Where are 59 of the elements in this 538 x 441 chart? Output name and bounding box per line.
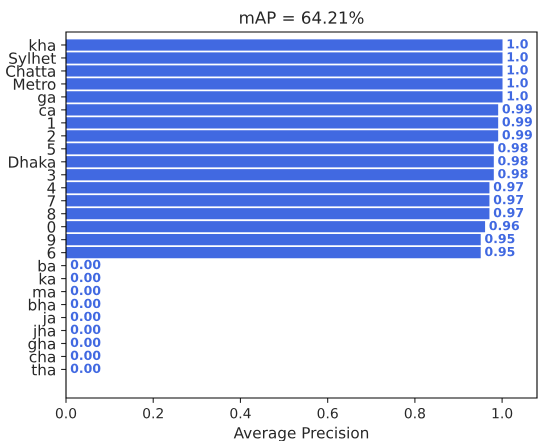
y-tick-label: cha: [30, 350, 55, 362]
data-label: 0.99: [502, 104, 532, 114]
data-label: 0.97: [494, 194, 524, 204]
data-label: 0.97: [494, 182, 524, 192]
chart-title: mAP = 64.21%: [240, 11, 364, 24]
x-tick-label: 0.8: [404, 408, 425, 418]
data-label: 0.00: [70, 312, 100, 322]
data-label: 0.98: [498, 142, 528, 152]
x-tick-label: 0.0: [56, 408, 76, 418]
y-tick-label: gha: [28, 338, 55, 352]
data-label: 1.0: [508, 52, 528, 62]
y-tick-label: 0: [48, 221, 56, 233]
data-label: 0.95: [485, 246, 514, 256]
y-tick-label: kha: [30, 39, 55, 51]
y-tick-label: 3: [48, 169, 56, 181]
y-tick-label: ca: [39, 107, 55, 116]
data-label: 1.0: [508, 39, 528, 49]
data-label: 0.00: [70, 260, 100, 270]
y-tick-label: Metro: [14, 78, 56, 90]
x-tick-label: 0.2: [143, 408, 163, 418]
y-tick-label: jha: [32, 324, 55, 340]
y-tick-label: tha: [32, 364, 55, 376]
data-label: 0.00: [70, 364, 100, 374]
y-tick-label: bha: [28, 298, 55, 311]
x-tick-label: 0.4: [230, 408, 251, 418]
y-tick-label: 6: [48, 247, 56, 259]
data-label: 0.97: [494, 208, 524, 218]
data-label: 0.96: [489, 220, 519, 230]
y-tick-label: Sylhet: [9, 52, 56, 67]
y-tick-label: 1: [48, 118, 55, 129]
y-tick-label: 9: [48, 234, 56, 246]
y-tick-label: Chatta: [6, 65, 55, 77]
y-tick-label: 5: [48, 143, 55, 155]
y-tick-label: ma: [33, 288, 55, 298]
data-label: 0.00: [70, 298, 100, 308]
data-label: 0.99: [502, 130, 532, 140]
y-tick-label: ja: [42, 312, 55, 327]
y-tick-label: 8: [48, 208, 56, 220]
data-label: 0.00: [70, 286, 100, 296]
y-tick-label: 2: [48, 130, 55, 142]
y-tick-label: Dhaka: [9, 156, 55, 168]
y-tick-label: 4: [47, 182, 56, 194]
data-label: 1.0: [508, 78, 528, 88]
data-label: 0.98: [498, 168, 528, 178]
data-label: 0.99: [502, 117, 532, 126]
data-label: 0.00: [70, 350, 100, 360]
data-label: 1.0: [508, 91, 528, 101]
y-tick-label: ka: [40, 272, 55, 285]
data-label: 0.98: [498, 156, 528, 166]
data-label: 0.00: [70, 272, 100, 282]
data-label: 0.95: [485, 234, 514, 244]
x-tick-label: 0.6: [318, 408, 338, 418]
y-tick-label: 7: [48, 195, 55, 207]
x-tick-label: 1.0: [492, 408, 512, 418]
data-label: 0.00: [70, 324, 100, 334]
y-tick-label: ba: [38, 260, 55, 272]
data-label: 1.0: [508, 65, 528, 75]
y-tick-label: ga: [38, 94, 55, 106]
data-label: 0.00: [70, 338, 100, 348]
